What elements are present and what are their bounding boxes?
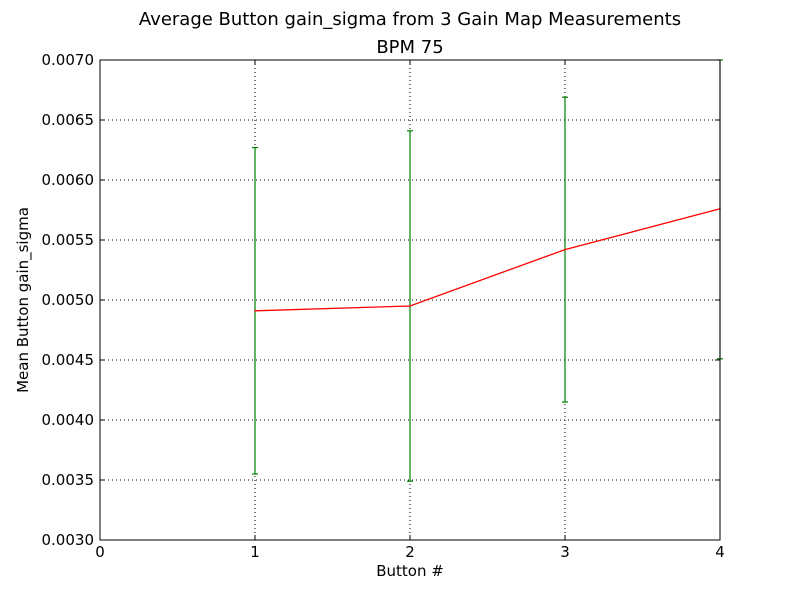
- y-tick-label: 0.0060: [42, 171, 95, 189]
- x-tick-label: 3: [560, 543, 570, 561]
- y-tick-label: 0.0040: [42, 411, 95, 429]
- series-line: [254, 208, 721, 312]
- y-axis-label: Mean Button gain_sigma: [14, 207, 33, 393]
- data-point: [254, 310, 256, 312]
- series-layer: [252, 59, 723, 482]
- y-tick-label: 0.0030: [42, 531, 95, 549]
- y-tick-label: 0.0055: [42, 231, 95, 249]
- data-point: [564, 248, 566, 251]
- y-tick-label: 0.0050: [42, 291, 95, 309]
- chart-title: Average Button gain_sigma from 3 Gain Ma…: [138, 9, 682, 30]
- x-tick-label: 1: [250, 543, 260, 561]
- x-axis-label: Button #: [376, 562, 444, 580]
- y-tick-label: 0.0070: [42, 51, 95, 69]
- y-tick-label: 0.0045: [42, 351, 95, 369]
- x-tick-label: 4: [715, 543, 725, 561]
- y-tick-label: 0.0035: [42, 471, 95, 489]
- data-point: [409, 305, 411, 307]
- tick-layer: 0 1 2 3 4 0.0030 0.0035 0.0040 0.0045 0.0050 0.005…: [42, 51, 725, 561]
- y-tick-label: 0.0065: [42, 111, 95, 129]
- chart-subtitle: BPM 75: [376, 37, 444, 58]
- x-tick-label: 0: [95, 543, 105, 561]
- title-block: Average Button gain_sigma from 3 Gain Ma…: [0, 6, 800, 62]
- x-tick-label: 2: [405, 543, 415, 561]
